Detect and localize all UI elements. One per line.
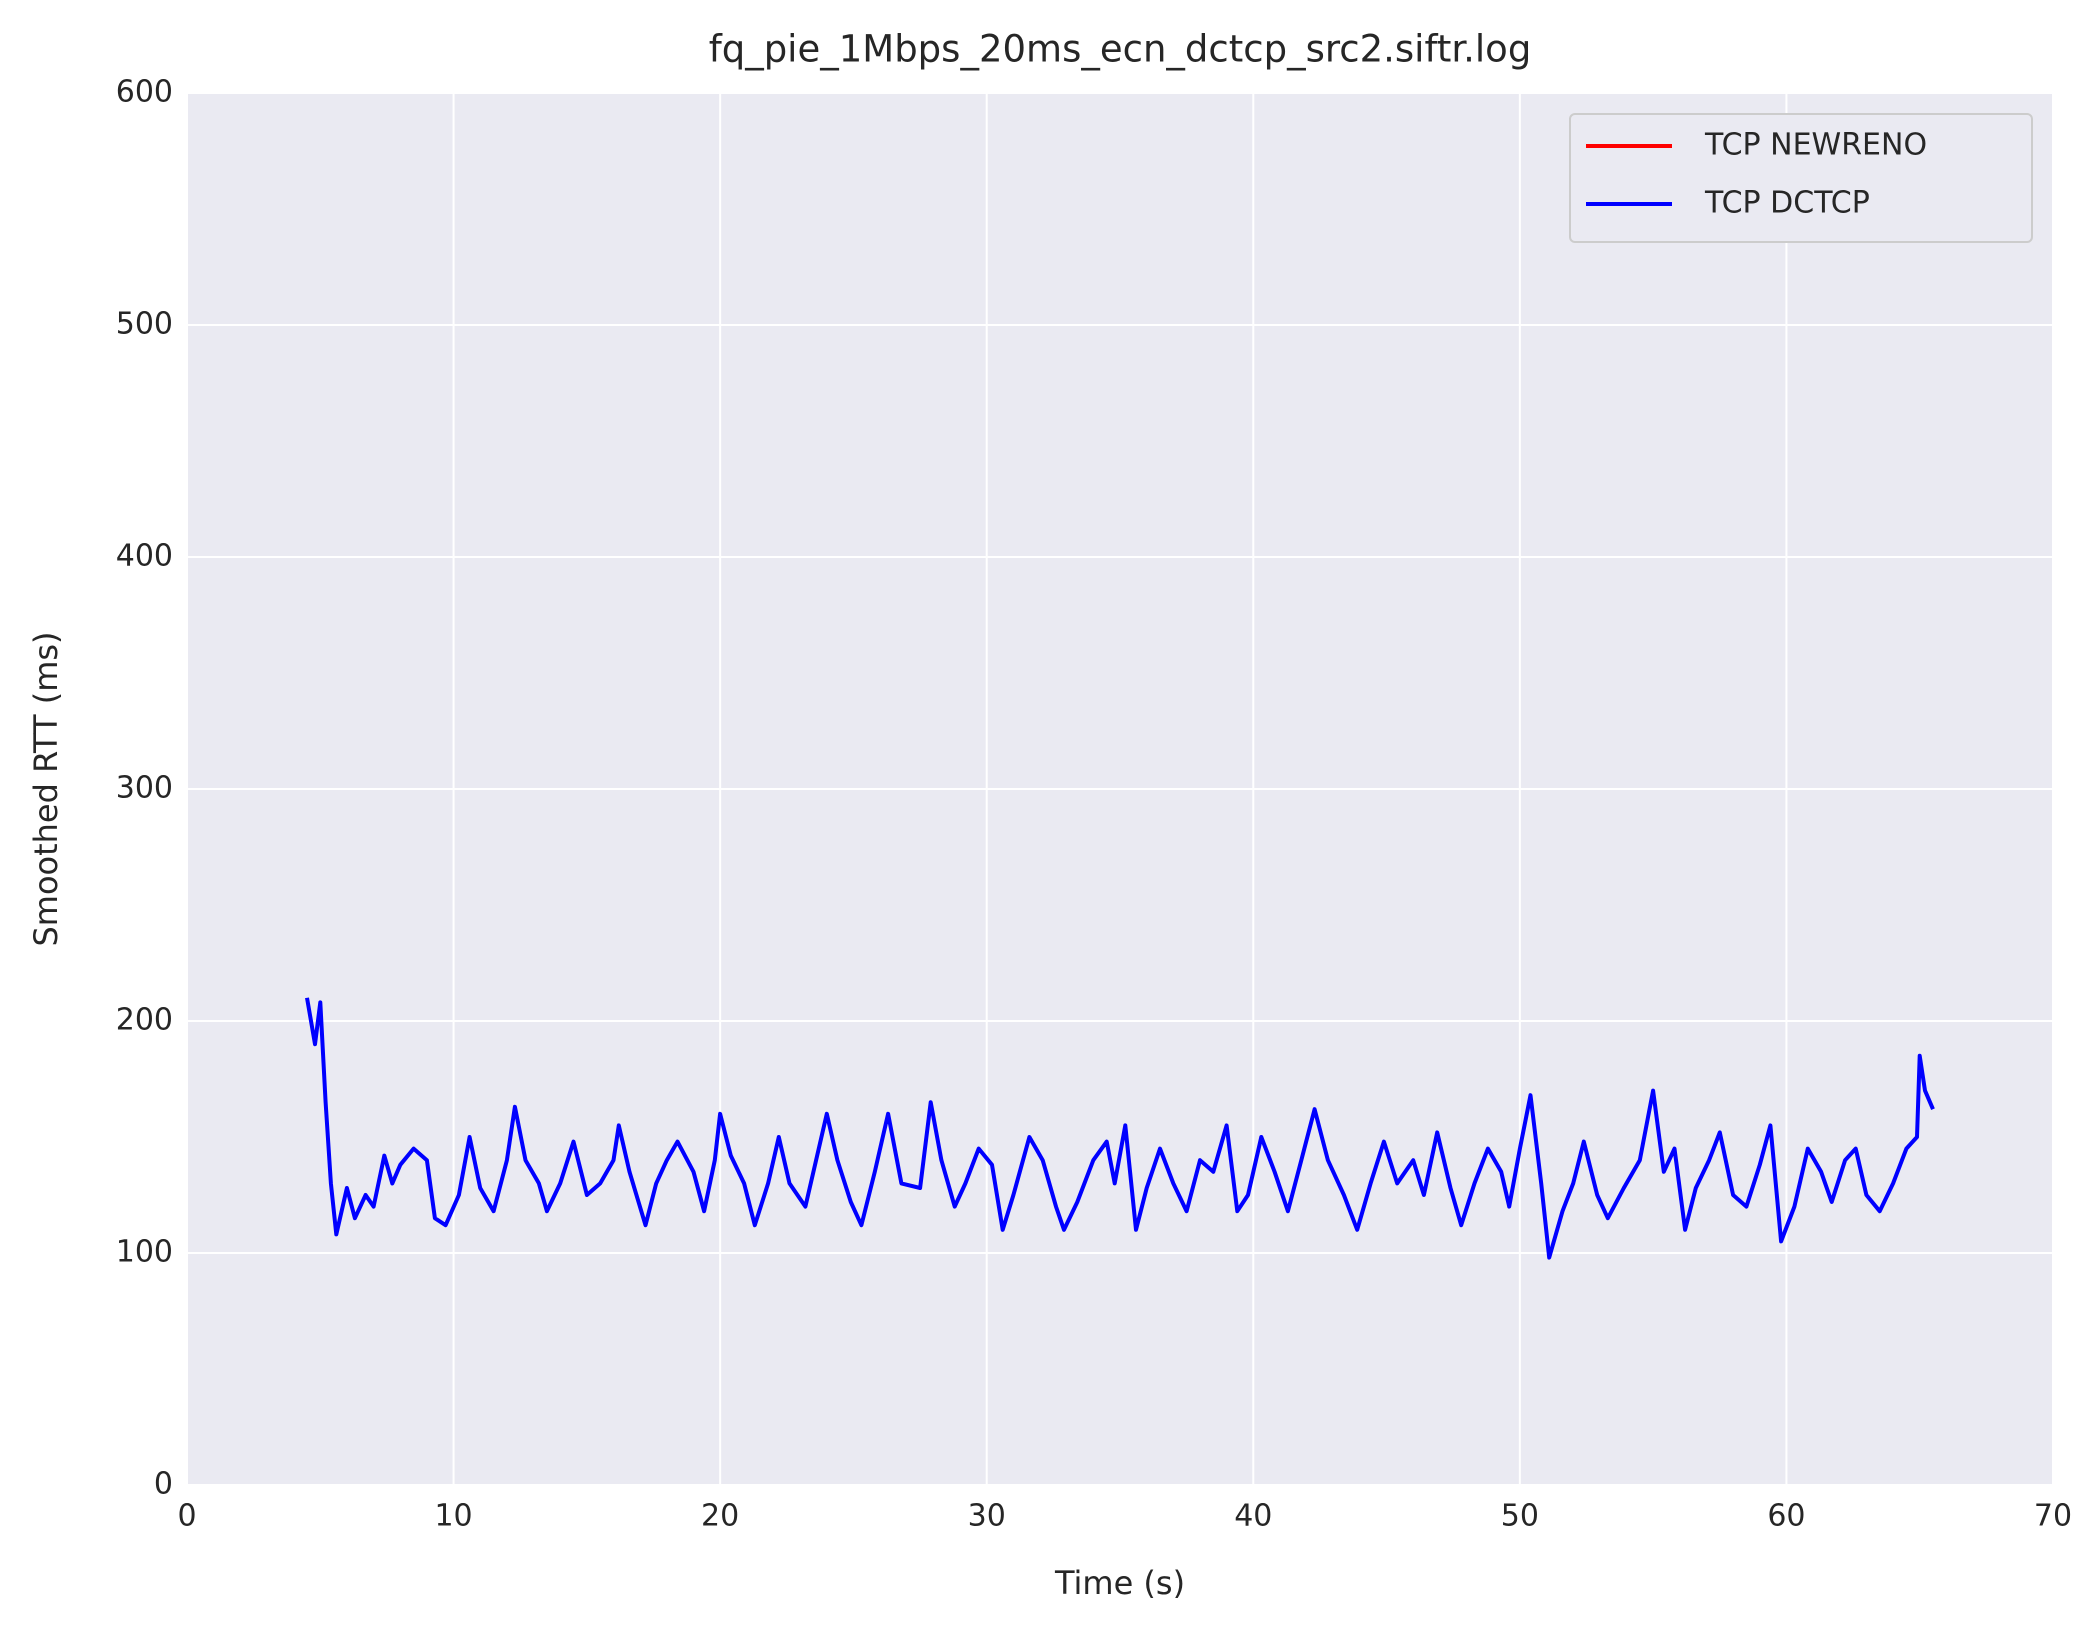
x-tick-label: 0 [177,1499,196,1534]
y-tick-label: 400 [116,539,173,574]
y-tick-label: 300 [116,771,173,806]
x-tick-label: 30 [968,1499,1006,1534]
legend-label: TCP NEWRENO [1704,128,1927,163]
x-tick-label: 40 [1234,1499,1272,1534]
y-tick-label: 600 [116,75,173,110]
series-line [305,997,1935,1260]
y-tick-label: 500 [116,307,173,342]
y-tick-label: 100 [116,1235,173,1270]
lines [305,997,1935,1260]
y-tick-label: 0 [154,1467,173,1502]
x-tick-label: 50 [1501,1499,1539,1534]
legend: TCP NEWRENO TCP DCTCP [1569,113,2033,243]
y-axis-label: Smoothed RTT (ms) [27,631,65,946]
x-tick-label: 10 [434,1499,472,1534]
x-tick-label: 20 [701,1499,739,1534]
x-tick-label: 70 [2034,1499,2072,1534]
legend-box [1569,113,2033,243]
y-tick-label: 200 [116,1003,173,1038]
x-axis-label: Time (s) [1054,1564,1185,1602]
legend-label: TCP DCTCP [1704,186,1870,221]
chart-title: fq_pie_1Mbps_20ms_ecn_dctcp_src2.siftr.l… [709,28,1532,71]
x-tick-label: 60 [1767,1499,1805,1534]
grid [186,92,2054,1486]
